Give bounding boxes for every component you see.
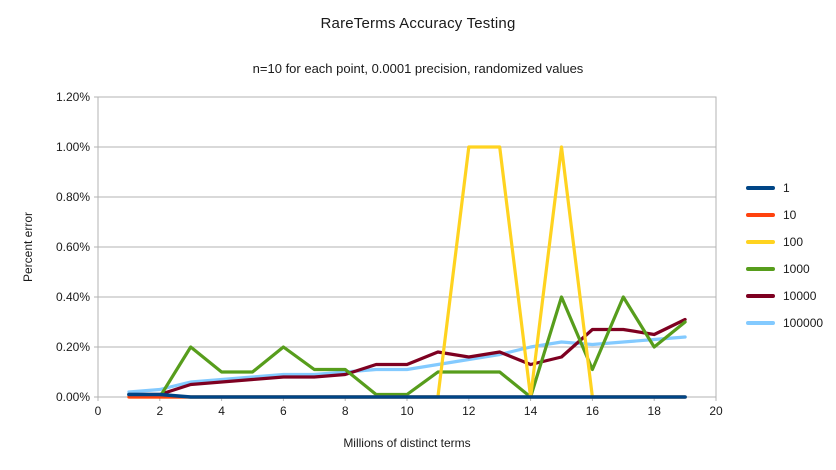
series-line-100 [127,145,687,399]
legend-label: 1 [783,181,790,195]
legend-swatch-1000 [746,267,775,271]
x-tick-label: 14 [524,404,538,418]
x-tick-label: 8 [342,404,349,418]
series-line-100000 [127,335,687,394]
legend-swatch-1 [746,186,775,190]
legend: 1 10 100 1000 10000 100000 [746,180,823,331]
legend-label: 10 [783,208,797,222]
legend-swatch-10000 [746,294,775,298]
y-tick-label: 1.20% [56,90,90,104]
x-tick-label: 6 [280,404,287,418]
legend-item-1000: 1000 [746,261,823,277]
y-axis-title: Percent error [21,211,35,283]
legend-swatch-100000 [746,321,775,325]
x-tick-label: 16 [586,404,600,418]
y-tick-label: 0.80% [56,190,90,204]
x-tick-label: 10 [400,404,414,418]
y-tick-label: 0.60% [56,240,90,254]
x-tick-label: 12 [462,404,476,418]
y-tick-label: 0.20% [56,340,90,354]
legend-item-10: 10 [746,207,823,223]
y-tick-label: 0.40% [56,290,90,304]
chart-subtitle: n=10 for each point, 0.0001 precision, r… [252,61,584,76]
legend-item-10000: 10000 [746,288,823,304]
y-tick-label: 0.00% [56,390,90,404]
legend-item-100000: 100000 [746,315,823,331]
x-tick-label: 20 [709,404,723,418]
series-line-1000 [127,295,687,399]
series-line-1 [127,392,687,399]
legend-label: 100 [783,235,804,249]
legend-label: 10000 [783,289,817,303]
chart-title: RareTerms Accuracy Testing [320,15,516,32]
y-tick-label: 1.00% [56,140,90,154]
legend-item-1: 1 [746,180,823,196]
legend-swatch-100 [746,240,775,244]
x-axis-title: Millions of distinct terms [343,436,471,450]
x-tick-label: 18 [648,404,662,418]
legend-label: 1000 [783,262,810,276]
series-line-10000 [127,317,687,397]
x-tick-label: 0 [95,404,102,418]
x-tick-label: 4 [218,404,225,418]
legend-label: 100000 [783,316,824,330]
legend-item-100: 100 [746,234,823,250]
legend-swatch-10 [746,213,775,217]
x-tick-label: 2 [156,404,163,418]
